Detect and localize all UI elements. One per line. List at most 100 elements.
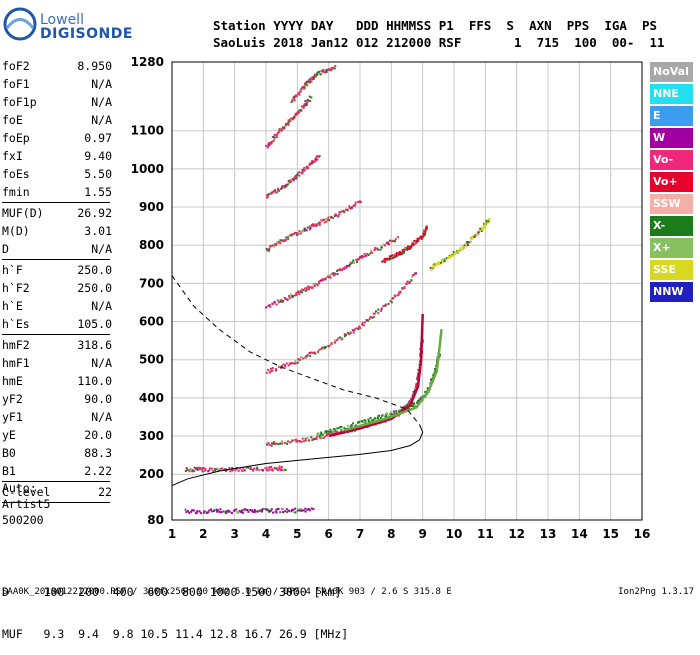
echo-point (278, 241, 281, 244)
echo-point (278, 301, 281, 304)
echo-point (334, 339, 337, 342)
y-tick-label: 700 (139, 276, 164, 290)
echo-point (238, 467, 241, 470)
echo-point (240, 469, 243, 472)
echo-point (278, 239, 281, 242)
echo-point (287, 364, 290, 367)
echo-point (273, 467, 276, 470)
echo-point (191, 509, 194, 512)
echo-point (303, 85, 306, 88)
echo-point (357, 328, 360, 331)
echo-point (483, 226, 486, 229)
legend-item-ssw: SSW (650, 194, 693, 214)
echo-point (411, 275, 414, 278)
echo-point (325, 71, 328, 74)
echo-point (334, 429, 337, 432)
echo-point (231, 466, 234, 469)
echo-point (273, 301, 276, 304)
echo-point (269, 370, 272, 373)
echo-point (277, 508, 280, 511)
param-row: foEs 5.50 (2, 165, 112, 183)
echo-point (487, 220, 490, 223)
echo-point (420, 396, 423, 399)
echo-point (488, 217, 491, 220)
param-name: fmin (2, 185, 30, 199)
echo-point (289, 293, 292, 296)
echo-point (198, 467, 201, 470)
echo-point (395, 253, 398, 256)
echo-point (311, 438, 314, 441)
echo-point (436, 263, 439, 266)
echo-point (308, 95, 311, 98)
echo-point (432, 264, 435, 267)
echo-point (321, 278, 324, 281)
echo-point (320, 347, 323, 350)
echo-point (393, 240, 396, 243)
echo-point (441, 258, 444, 261)
echo-point (290, 234, 293, 237)
echo-point (296, 111, 299, 114)
echo-point (213, 509, 216, 512)
echo-point (302, 105, 305, 108)
param-row: M(D) 3.01 (2, 222, 112, 240)
echo-point (308, 509, 311, 512)
param-name: fxI (2, 149, 23, 163)
echo-point (348, 206, 351, 209)
echo-point (256, 466, 259, 469)
echo-point (341, 268, 344, 271)
echo-point (395, 410, 398, 413)
echo-point (294, 114, 297, 117)
echo-point (310, 351, 313, 354)
echo-point (224, 468, 227, 471)
echo-point (485, 219, 488, 222)
y-tick-label: 80 (147, 513, 164, 527)
echo-point (407, 407, 410, 410)
echo-point (299, 356, 302, 359)
echo-point (293, 231, 296, 234)
echo-point (227, 509, 230, 512)
y-tick-label: 1100 (131, 124, 164, 138)
echo-point (248, 467, 251, 470)
param-row: foF1p N/A (2, 93, 112, 111)
legend-item-noval: NoVal (650, 62, 693, 82)
echo-point (381, 414, 384, 417)
echo-point (387, 302, 390, 305)
echo-point (346, 424, 349, 427)
echo-point (224, 510, 227, 513)
echo-point (256, 468, 259, 471)
echo-point (314, 75, 317, 78)
echo-point (309, 227, 312, 230)
echo-point (203, 467, 206, 470)
echo-point (391, 256, 394, 259)
echo-point (272, 469, 275, 472)
echo-point (461, 245, 464, 248)
echo-point (323, 218, 326, 221)
echo-point (440, 261, 443, 264)
echo-point (191, 470, 194, 473)
echo-point (340, 425, 343, 428)
echo-point (338, 268, 341, 271)
y-tick-label: 900 (139, 200, 164, 214)
param-value: 5.50 (84, 167, 112, 181)
param-row: foF1 N/A (2, 75, 112, 93)
echo-point (352, 331, 355, 334)
echo-point (318, 72, 321, 75)
echo-point (321, 218, 324, 221)
echo-point (298, 230, 301, 233)
echo-point (390, 301, 393, 304)
echo-point (325, 433, 328, 436)
echo-point (202, 510, 205, 513)
param-row: h`F2 250.0 (2, 279, 112, 297)
echo-point (315, 438, 318, 441)
echo-point (219, 469, 222, 472)
echo-point (439, 353, 442, 356)
param-name: h`F (2, 263, 23, 277)
echo-point (312, 160, 315, 163)
density-profile-dashed (171, 275, 420, 425)
echo-point (273, 136, 276, 139)
echo-point (237, 511, 240, 514)
echo-point (367, 253, 370, 256)
echo-point (215, 508, 218, 511)
param-row: hmF2 318.6 (2, 336, 112, 354)
echo-point (294, 360, 297, 363)
